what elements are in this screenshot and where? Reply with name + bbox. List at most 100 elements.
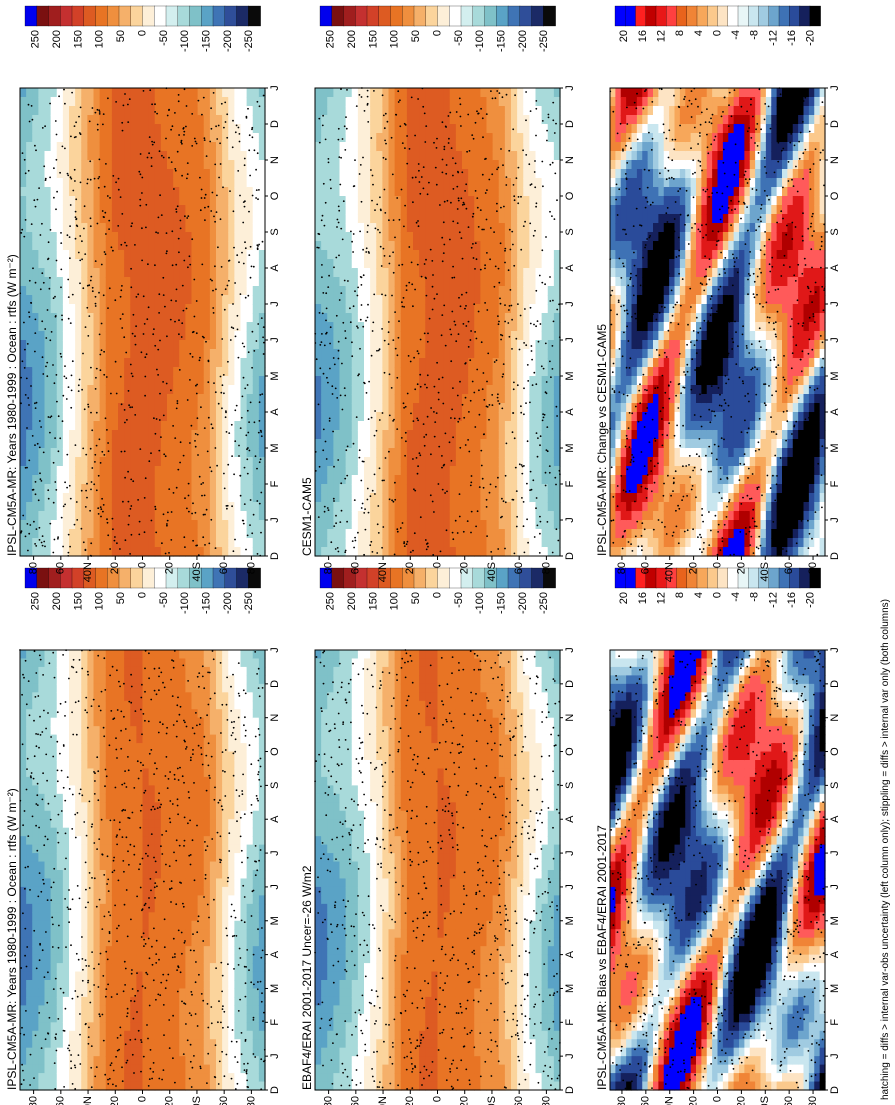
heatmap-cell [234,1073,242,1083]
heatmap-cell [38,903,46,913]
heatmap-cell [240,658,248,668]
heatmap-cell [173,666,180,676]
heatmap-cell [148,1064,156,1074]
heatmap-cell [191,751,199,761]
heatmap-cell [44,912,52,922]
heatmap-cell [26,810,33,820]
heatmap-cell [197,971,205,981]
heatmap-cell [56,802,64,812]
heatmap-cell [222,743,229,753]
heatmap-cell [130,683,137,693]
heatmap-cell [185,1064,193,1074]
heatmap-cell [222,717,229,727]
heatmap-cell [209,903,217,913]
heatmap-cell [124,1030,131,1040]
heatmap-cell [99,726,107,736]
heatmap-cell [20,1013,27,1023]
heatmap-cell [69,650,76,660]
heatmap-cell [252,878,260,888]
heatmap-cell [136,709,144,719]
heatmap-cell [105,785,113,795]
heatmap-cell [50,1064,58,1074]
heatmap-cell [20,709,27,719]
heatmap-cell [209,810,217,820]
heatmap-cell [20,1081,27,1091]
heatmap-cell [173,996,180,1006]
heatmap-cell [240,802,248,812]
stipple-dot [161,1078,164,1081]
heatmap-cell [118,1022,125,1032]
stipple-dot [237,964,240,966]
heatmap-cell [87,1039,95,1049]
heatmap-cell [203,954,211,964]
heatmap-cell [44,1056,52,1066]
heatmap-cell [246,1064,254,1074]
heatmap-cell [124,844,131,854]
heatmap-cell [222,776,229,786]
heatmap-cell [240,878,248,888]
stipple-dot [68,921,70,924]
heatmap-cell [38,861,46,871]
heatmap-cell [69,776,76,786]
stipple-dot [153,856,155,859]
heatmap-cell [222,700,229,710]
heatmap-cell [99,776,107,786]
heatmap-cell [118,658,125,668]
heatmap-cell [148,1022,156,1032]
heatmap-cell [222,1073,229,1083]
heatmap-cell [99,861,107,871]
heatmap-cell [154,675,162,685]
heatmap-cell [136,683,144,693]
heatmap-cell [26,717,33,727]
heatmap-cell [197,920,205,930]
heatmap-cell [56,1022,64,1032]
heatmap-cell [75,886,82,896]
heatmap-cell [234,870,242,880]
heatmap-cell [130,793,137,803]
heatmap-cell [105,1039,113,1049]
stipple-dot [193,949,195,952]
heatmap-cell [44,768,52,778]
heatmap-cell [118,844,125,854]
heatmap-cell [50,734,58,744]
heatmap-cell [234,861,242,871]
heatmap-cell [167,886,174,896]
heatmap-cell [246,726,254,736]
heatmap-cell [197,1022,205,1032]
heatmap-cell [32,717,39,727]
heatmap-cell [197,709,205,719]
heatmap-cell [81,1013,88,1023]
heatmap-cell [228,853,235,863]
stipple-dot [47,802,50,805]
heatmap-cell [32,946,39,956]
heatmap-cell [62,844,70,854]
heatmap-cell [185,650,193,660]
heatmap-cell [26,768,33,778]
heatmap-cell [130,827,137,837]
stipple-dot [244,692,247,695]
heatmap-cell [216,1039,223,1049]
heatmap-cell [228,1073,235,1083]
heatmap-cell [167,743,174,753]
heatmap-cell [38,1005,46,1015]
stipple-dot [257,759,260,762]
heatmap-cell [87,954,95,964]
heatmap-cell [228,886,235,896]
heatmap-cell [111,658,119,668]
heatmap-cell [240,836,248,846]
heatmap-cell [118,717,125,727]
heatmap-cell [179,683,186,693]
heatmap-cell [111,836,119,846]
heatmap-cell [167,996,174,1006]
heatmap-cell [75,1073,82,1083]
heatmap-cell [167,793,174,803]
heatmap-cell [240,920,248,930]
heatmap-cell [20,793,27,803]
heatmap-cell [105,844,113,854]
heatmap-cell [173,776,180,786]
heatmap-cell [154,650,162,660]
heatmap-cell [62,768,70,778]
heatmap-cell [197,886,205,896]
heatmap-cell [56,1039,64,1049]
heatmap-cell [246,878,254,888]
